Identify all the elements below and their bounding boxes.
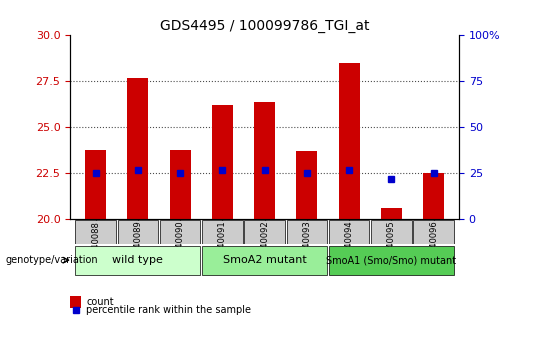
Text: GSM840089: GSM840089	[133, 221, 143, 272]
Bar	[202, 246, 327, 275]
FancyBboxPatch shape	[118, 220, 158, 244]
Title: GDS4495 / 100099786_TGI_at: GDS4495 / 100099786_TGI_at	[160, 19, 369, 33]
FancyBboxPatch shape	[75, 220, 116, 244]
Bar	[296, 152, 318, 219]
Bar	[339, 63, 360, 219]
Bar	[329, 246, 454, 275]
Text: GSM840094: GSM840094	[345, 221, 354, 272]
Bar	[381, 209, 402, 219]
Text: GSM840091: GSM840091	[218, 221, 227, 272]
Bar	[75, 246, 200, 275]
Text: GSM840090: GSM840090	[176, 221, 185, 272]
Text: GSM840093: GSM840093	[302, 221, 312, 272]
FancyBboxPatch shape	[413, 220, 454, 244]
Text: count: count	[86, 297, 114, 307]
FancyBboxPatch shape	[371, 220, 411, 244]
Bar	[423, 173, 444, 219]
Text: percentile rank within the sample: percentile rank within the sample	[86, 306, 252, 315]
FancyBboxPatch shape	[287, 220, 327, 244]
Text: GSM840095: GSM840095	[387, 221, 396, 272]
FancyBboxPatch shape	[202, 220, 242, 244]
FancyBboxPatch shape	[244, 220, 285, 244]
Text: GSM840096: GSM840096	[429, 221, 438, 272]
FancyBboxPatch shape	[329, 220, 369, 244]
Text: SmoA1 (Smo/Smo) mutant: SmoA1 (Smo/Smo) mutant	[326, 255, 456, 265]
Text: SmoA2 mutant: SmoA2 mutant	[222, 255, 307, 265]
Text: GSM840092: GSM840092	[260, 221, 269, 272]
Bar	[85, 149, 106, 219]
Bar	[70, 296, 81, 308]
Text: genotype/variation: genotype/variation	[5, 255, 98, 265]
Bar	[212, 105, 233, 219]
Bar	[127, 78, 149, 219]
Bar	[254, 102, 275, 219]
Text: wild type: wild type	[112, 255, 163, 265]
Text: GSM840088: GSM840088	[91, 221, 100, 272]
FancyBboxPatch shape	[160, 220, 200, 244]
Bar	[170, 149, 191, 219]
